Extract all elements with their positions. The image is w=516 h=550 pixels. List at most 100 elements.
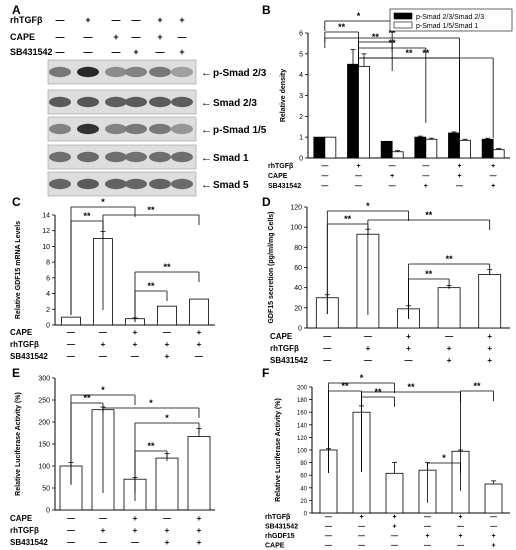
condition-mark: + [406,344,411,353]
y-tick-label: 0 [304,512,308,518]
y-tick-label: 14 [42,213,50,220]
blot-condition-mark: — [56,32,65,42]
condition-mark: — [325,514,332,521]
condition-mark: + [392,524,396,531]
y-axis-label: GDF15 secretion (pg/ml/mg Cells) [268,211,275,323]
legend-box [389,8,513,32]
condition-label: rhTGFβ [10,526,39,535]
blot-band [105,96,127,108]
significance-asterisk: ** [147,441,155,451]
bar [414,136,427,159]
significance-asterisk: ** [344,214,352,224]
condition-mark: + [133,514,138,523]
condition-mark: — [424,524,431,531]
blot-condition-mark: + [157,15,162,25]
condition-mark: + [491,543,495,550]
blot-condition-mark: — [84,47,93,57]
significance-asterisk: ** [341,381,349,391]
condition-mark: — [163,328,171,337]
condition-mark: — [490,524,497,531]
condition-mark: + [133,526,138,535]
bar [155,457,179,511]
y-tick-label: 80 [300,461,307,467]
condition-mark: + [425,533,429,540]
y-tick-label: 0 [299,156,303,163]
condition-mark: — [391,543,398,550]
blot-band [171,151,193,163]
condition-mark: — [131,538,139,547]
condition-mark: — [389,183,396,190]
significance-asterisk: * [165,413,169,423]
condition-mark: — [355,183,362,190]
y-tick-label: 10 [42,244,50,251]
condition-mark: — [391,533,398,540]
condition-label: SB431542 [10,538,48,547]
condition-mark: — [321,173,328,180]
y-tick-label: 0 [46,508,50,515]
condition-mark: — [424,543,431,550]
y-tick-label: 4 [299,72,303,79]
condition-mark: — [321,163,328,170]
y-tick-label: 60 [300,474,307,480]
y-tick-label: 180 [297,398,308,404]
condition-mark: + [197,328,202,337]
blot-band-label: Smad 2/3 [213,98,257,109]
condition-label: rhTGFβ [265,514,291,521]
blot-band [125,178,147,190]
condition-mark: + [406,332,411,341]
blot-band [77,151,99,163]
condition-mark: + [392,514,396,521]
blot-condition-mark: — [178,32,187,42]
condition-mark: — [67,526,75,535]
bar [313,136,326,159]
condition-mark: + [487,332,492,341]
condition-mark: — [456,183,463,190]
blot-condition-mark: — [156,47,165,57]
condition-label: CAPE [265,543,285,550]
condition-mark: — [355,173,362,180]
y-tick-label: 200 [297,386,308,392]
panel-letter: B [262,3,271,17]
blot-condition-mark: — [56,15,65,25]
bar [324,136,337,159]
condition-mark: + [457,163,461,170]
y-tick-label: 80 [294,245,302,252]
y-axis-label: Relative Luciferase Activity (%) [275,398,282,502]
condition-mark: — [325,533,332,540]
condition-mark: — [67,328,75,337]
blot-condition-mark: + [179,47,184,57]
significance-asterisk: * [149,398,153,408]
panel-letter: F [262,366,269,380]
condition-label: CAPE [10,514,33,523]
condition-mark: — [323,344,331,353]
condition-mark: + [197,514,202,523]
bar [187,436,211,511]
condition-mark: — [323,356,331,365]
blot-condition-mark: + [133,47,138,57]
y-tick-label: 300 [38,376,50,383]
condition-mark: + [458,533,462,540]
y-tick-label: 6 [299,31,303,38]
condition-mark: — [163,514,171,523]
condition-mark: — [364,332,372,341]
blot-band [77,123,99,135]
blot-condition-mark: + [179,15,184,25]
condition-mark: — [457,543,464,550]
y-tick-label: 140 [297,423,308,429]
blot-band [149,123,171,135]
condition-mark: — [445,332,453,341]
panel-letter: E [12,366,20,380]
significance-asterisk: ** [405,48,413,58]
blot-condition-label: SB431542 [10,47,53,57]
blot-band-label: Smad 1 [213,153,249,164]
y-tick-label: 40 [294,285,302,292]
blot-band-label: p-Smad 1/5 [213,125,267,136]
blot-condition-mark: + [113,32,118,42]
y-tick-label: 8 [46,260,50,267]
y-tick-label: 4 [46,291,50,298]
condition-mark: — [323,332,331,341]
condition-mark: — [422,163,429,170]
condition-mark: + [491,533,495,540]
legend-label: p-Smad 1/5/Smad 1 [416,23,478,30]
condition-mark: — [424,514,431,521]
